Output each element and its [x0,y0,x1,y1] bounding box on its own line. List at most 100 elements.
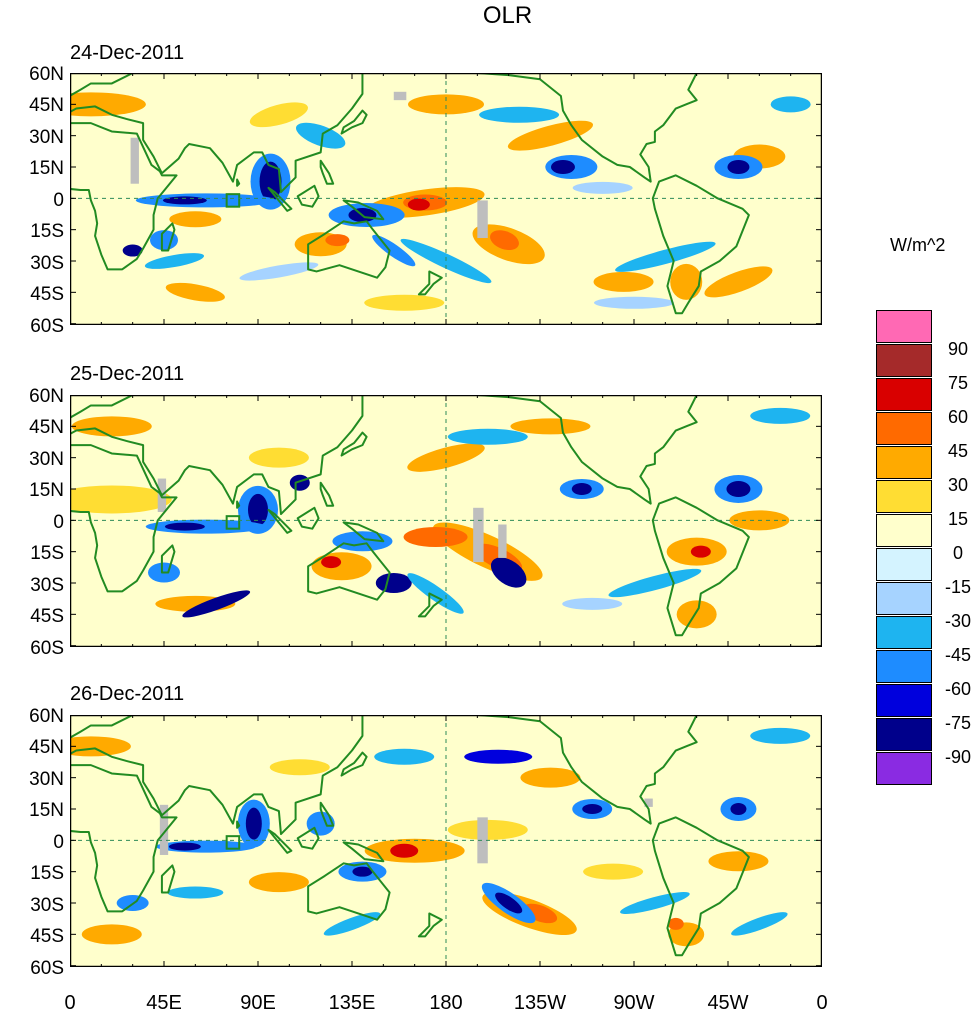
lat-label: 60N [29,386,64,407]
lat-label: 45N [29,417,64,438]
olr-anomaly-cell [615,241,716,272]
olr-anomaly-cell [750,407,811,424]
olr-anomaly-cell [572,181,633,194]
coastline-madagascar [160,544,176,574]
olr-anomaly-field [70,407,811,629]
colorbar-units: W/m^2 [890,235,946,255]
missing-data-layer [130,91,488,239]
coastline-australia [307,862,391,921]
coastline-borneo [296,826,320,850]
olr-anomaly-cell [165,282,225,302]
olr-anomaly-cell [71,416,152,437]
lat-label: 15N [29,800,64,821]
olr-anomaly-cell [667,917,684,930]
olr-anomaly-cell [571,483,592,495]
lon-label: 45E [146,992,182,1014]
lat-label: 45S [30,926,64,947]
olr-anomaly-cell [249,102,308,128]
lat-label: 60N [29,64,64,85]
olr-anomaly-cell [608,568,702,598]
coastline-borneo [296,506,320,530]
coastline-new-zealand [417,270,443,296]
coastline-australia [307,542,391,601]
olr-anomaly-cell [726,481,751,497]
lon-label: 135E [328,992,376,1014]
panel-date-1: 24-Dec-2011 [70,42,185,64]
olr-anomaly-cell [670,263,703,300]
olr-anomaly-cell [145,519,266,534]
colorbar-box [876,378,932,411]
olr-anomaly-cell [593,271,654,292]
colorbar-box [876,480,932,513]
olr-anomaly-cell [332,531,393,552]
olr-anomaly-cell [323,912,381,936]
olr-anomaly-cell [150,230,178,251]
colorbar-label: -45 [944,645,971,665]
region-box [225,835,241,850]
lon-label: 0 [64,992,76,1014]
colorbar-box [876,310,932,343]
olr-anomaly-cell [144,253,205,269]
coastline-new-guinea [342,199,385,221]
lat-label: 60S [30,638,64,659]
olr-anomaly-cell [122,244,143,257]
lat-label: 15S [30,221,64,242]
lat-label: 30S [30,253,64,274]
olr-anomaly-cell [289,474,310,491]
olr-anomaly-cell [520,767,581,788]
lon-label: 90E [240,992,276,1014]
coastlines [70,73,750,315]
olr-anomaly-cell [407,443,485,472]
coastline-new-zealand [417,592,443,618]
figure-title: OLR [482,2,533,29]
coastline-sumatra [267,508,293,534]
lon-label: 45W [707,992,749,1014]
coastline-philippines [319,481,335,507]
colorbar-box [876,412,932,445]
map-frame [70,715,822,967]
lon-label: 0 [816,992,828,1014]
olr-anomaly-cell [770,96,811,113]
olr-anomaly-cell [245,807,262,840]
lon-label: 180 [429,992,463,1014]
olr-anomaly-cell [374,748,435,765]
coastline-sri-lanka [236,178,241,187]
olr-anomaly-cell [408,94,484,115]
lon-label: 90W [613,992,655,1014]
colorbar-label: 45 [947,441,969,461]
colorbar-label: 0 [952,543,963,563]
missing-data-layer [159,798,653,864]
olr-anomaly-cell [248,493,268,526]
missing-data-cell [477,817,488,864]
colorbar-label: 75 [947,373,969,393]
olr-anomaly-cell [162,196,207,205]
olr-anomaly-cell [364,294,445,311]
olr-anomaly-cell [259,161,282,202]
lat-label: 45N [29,95,64,116]
coastline-philippines [319,801,335,827]
coastline-europe-asia [70,73,364,194]
lat-label: 0 [53,512,64,533]
missing-data-cell [477,200,488,239]
coastline-new-guinea [342,521,385,543]
olr-anomaly-cell [594,296,674,309]
olr-anomaly-cell [562,597,623,610]
olr-anomaly-cell [403,527,468,548]
colorbar-label: 15 [947,509,969,529]
olr-anomaly-cell [306,811,335,836]
olr-anomaly-cell [248,447,309,468]
panel-date-3: 26-Dec-2011 [70,683,185,705]
olr-anomaly-cell [690,545,711,558]
colorbar-box [876,548,932,581]
coastline-south-america [651,496,750,637]
lat-label: 15N [29,158,64,179]
lat-label: 60S [30,958,64,979]
coastline-sri-lanka [236,820,241,829]
lat-label: 45S [30,284,64,305]
olr-anomaly-cell [182,590,251,618]
colorbar-label: -15 [944,577,971,597]
lat-label: 30N [29,449,64,470]
olr-anomaly-cell [390,843,419,858]
coastline-japan [340,109,368,135]
map-frame [70,395,822,647]
